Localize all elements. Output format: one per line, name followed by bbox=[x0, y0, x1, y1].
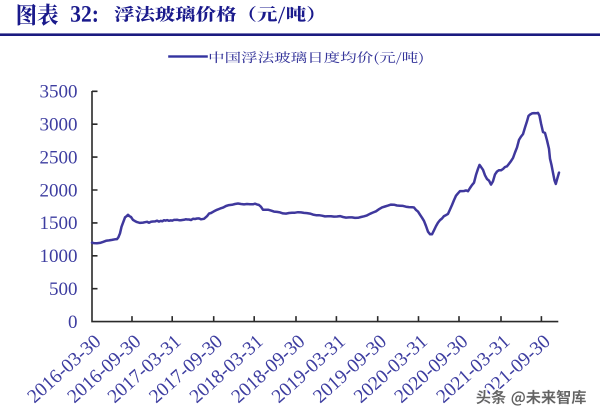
svg-text:2000: 2000 bbox=[40, 180, 78, 201]
svg-text:1500: 1500 bbox=[40, 213, 78, 234]
svg-text:1000: 1000 bbox=[40, 246, 78, 267]
svg-text:3500: 3500 bbox=[40, 82, 78, 103]
svg-text:500: 500 bbox=[49, 279, 78, 300]
svg-text:0: 0 bbox=[68, 312, 78, 333]
svg-text:2500: 2500 bbox=[40, 147, 78, 168]
svg-text:3000: 3000 bbox=[40, 115, 78, 136]
